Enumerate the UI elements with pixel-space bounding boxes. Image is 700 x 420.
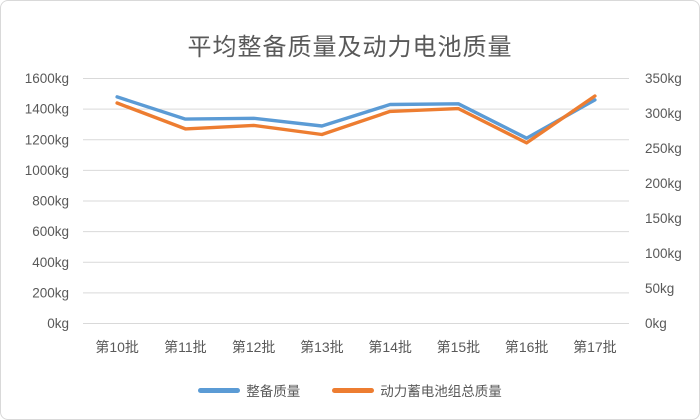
x-axis-category-label: 第16批 [505,339,549,355]
x-axis-category-label: 第17批 [573,339,617,355]
left-axis-tick-label: 800kg [32,194,69,209]
x-axis-category-label: 第11批 [164,339,207,355]
blue-line-marker-icon [198,387,241,393]
x-axis-category-label: 第13批 [300,339,344,355]
right-axis-tick-label: 350kg [645,71,682,86]
left-axis-tick-label: 1200kg [25,132,69,147]
right-axis-tick-label: 100kg [645,246,682,261]
left-axis-tick-label: 200kg [32,285,69,300]
legend-label-curb-weight: 整备质量 [246,384,301,399]
right-axis-tick-label: 200kg [645,176,682,191]
right-axis-tick-label: 150kg [645,211,682,226]
x-axis-category-label: 第14批 [368,339,412,355]
left-axis-tick-label: 1400kg [25,102,69,117]
x-axis-category-label: 第10批 [95,339,139,355]
series-line-1 [115,94,597,145]
left-axis-tick-label: 1600kg [25,71,69,86]
orange-line-marker-icon [332,387,375,393]
chart-legend: 整备质量 动力蓄电池组总质量 [1,380,699,400]
right-axis-tick-label: 300kg [645,106,682,121]
left-axis-tick-label: 0kg [47,316,69,331]
legend-item-curb-weight: 整备质量 [198,380,300,400]
left-axis-tick-label: 400kg [32,255,69,270]
series-line-0 [115,95,597,140]
right-axis-tick-label: 250kg [645,141,682,156]
right-axis-tick-label: 50kg [645,281,674,296]
legend-item-battery-weight: 动力蓄电池组总质量 [332,380,502,400]
right-axis-tick-label: 0kg [645,316,667,331]
left-axis-tick-label: 1000kg [25,163,69,178]
chart-title: 平均整备质量及动力电池质量 [187,34,513,61]
x-axis-category-label: 第12批 [232,339,276,355]
legend-label-battery-weight: 动力蓄电池组总质量 [380,384,502,399]
x-axis-category-label: 第15批 [437,339,481,355]
left-axis-tick-label: 600kg [32,224,69,239]
